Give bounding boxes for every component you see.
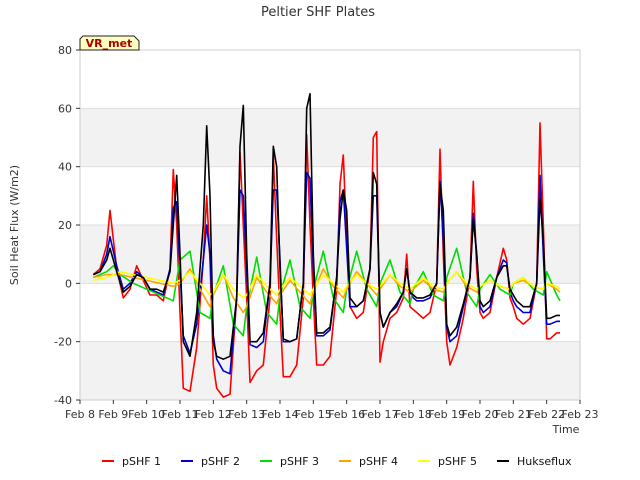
legend-entry: pSHF 4 — [359, 455, 398, 468]
x-tick-label: Feb 9 — [98, 408, 128, 421]
y-tick-label: 40 — [58, 161, 72, 174]
plot-band — [80, 225, 580, 284]
legend-entry: Hukseflux — [517, 455, 572, 468]
chart-title: Peltier SHF Plates — [261, 5, 375, 20]
y-tick-label: -20 — [54, 336, 72, 349]
x-tick-label: Feb 13 — [228, 408, 265, 421]
x-tick-label: Feb 8 — [65, 408, 95, 421]
y-tick-label: -40 — [54, 394, 72, 407]
series-line-2 — [92, 247, 561, 337]
x-tick-label: Feb 22 — [528, 408, 565, 421]
legend-entry: pSHF 5 — [438, 455, 477, 468]
x-tick-label: Feb 16 — [328, 408, 365, 421]
plot-background — [80, 50, 580, 400]
y-tick-label: 20 — [58, 219, 72, 232]
x-tick-label: Feb 20 — [462, 408, 499, 421]
legend-entry: pSHF 3 — [280, 455, 319, 468]
y-tick-label: 0 — [65, 277, 72, 290]
x-tick-label: Feb 11 — [162, 408, 199, 421]
series-line-5 — [92, 93, 560, 361]
series-group — [92, 93, 561, 398]
y-tick-label: 60 — [58, 102, 72, 115]
x-tick-label: Feb 17 — [362, 408, 399, 421]
x-tick-label: Feb 21 — [495, 408, 532, 421]
x-tick-label: Feb 14 — [262, 408, 299, 421]
x-tick-label: Feb 12 — [195, 408, 232, 421]
y-axis-ticks: -40 -20 0 20 40 60 80 — [54, 44, 80, 407]
x-tick-label: Feb 15 — [295, 408, 332, 421]
plot-band — [80, 50, 580, 109]
legend-entry: pSHF 1 — [122, 455, 161, 468]
plot-band — [80, 108, 580, 167]
badge-text: VR_met — [86, 37, 133, 50]
badge: VR_met — [79, 35, 140, 51]
x-tick-label: Feb 10 — [128, 408, 165, 421]
y-tick-label: 80 — [58, 44, 72, 57]
plot-band — [80, 166, 580, 225]
x-tick-label: Feb 19 — [428, 408, 465, 421]
x-tick-label: Feb 18 — [395, 408, 432, 421]
x-tick-label: Feb 23 — [562, 408, 599, 421]
y-axis-label: Soil Heat Flux (W/m2) — [8, 165, 21, 285]
x-axis-label: Time — [552, 423, 580, 436]
legend-entry: pSHF 2 — [201, 455, 240, 468]
legend: pSHF 1 pSHF 2 pSHF 3 pSHF 4 pSHF 5 Hukseflux — [102, 455, 572, 468]
